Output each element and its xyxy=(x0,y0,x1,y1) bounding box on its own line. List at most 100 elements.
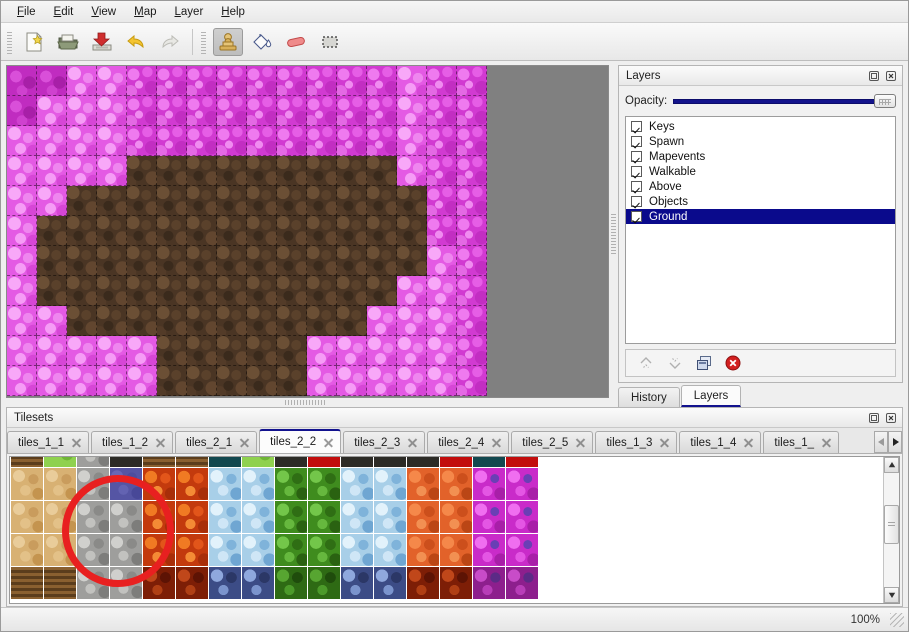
map-tile[interactable] xyxy=(457,156,487,186)
map-tile[interactable] xyxy=(157,186,187,216)
map-tile[interactable] xyxy=(247,66,277,96)
tile-swatch[interactable] xyxy=(407,468,440,501)
scroll-down-button[interactable] xyxy=(884,587,899,603)
tile-swatch[interactable] xyxy=(473,457,506,468)
map-tile[interactable] xyxy=(157,366,187,396)
map-tile[interactable] xyxy=(397,186,427,216)
map-tile[interactable] xyxy=(307,216,337,246)
tile-palette[interactable] xyxy=(9,456,900,604)
tools-grip[interactable] xyxy=(200,29,207,54)
map-tile[interactable] xyxy=(337,126,367,156)
tile-swatch[interactable] xyxy=(506,468,539,501)
map-tile[interactable] xyxy=(337,306,367,336)
tile-palette-scrollbar[interactable] xyxy=(883,457,899,603)
tile-swatch[interactable] xyxy=(473,501,506,534)
map-tile[interactable] xyxy=(247,366,277,396)
tile-swatch[interactable] xyxy=(341,457,374,468)
map-tile[interactable] xyxy=(127,276,157,306)
tile-swatch[interactable] xyxy=(440,534,473,567)
tile-swatch[interactable] xyxy=(143,501,176,534)
tile-swatch[interactable] xyxy=(44,567,77,600)
map-tile[interactable] xyxy=(367,96,397,126)
tile-swatch[interactable] xyxy=(11,567,44,600)
map-tile[interactable] xyxy=(97,96,127,126)
toolbar-grip[interactable] xyxy=(6,29,13,54)
layer-visibility-checkbox[interactable] xyxy=(631,166,642,177)
map-tile[interactable] xyxy=(157,336,187,366)
map-tile[interactable] xyxy=(367,66,397,96)
map-tile[interactable] xyxy=(397,336,427,366)
tile-swatch[interactable] xyxy=(209,567,242,600)
resize-grip-icon[interactable] xyxy=(890,612,904,627)
tile-swatch[interactable] xyxy=(275,501,308,534)
map-tile[interactable] xyxy=(67,96,97,126)
map-tile[interactable] xyxy=(307,156,337,186)
map-tile[interactable] xyxy=(67,186,97,216)
tile-swatch[interactable] xyxy=(473,534,506,567)
map-tile[interactable] xyxy=(37,186,67,216)
layer-visibility-checkbox[interactable] xyxy=(631,196,642,207)
map-tile[interactable] xyxy=(337,96,367,126)
tileset-tab-tiles_2_2[interactable]: tiles_2_2 xyxy=(259,429,342,453)
map-tile[interactable] xyxy=(97,126,127,156)
tileset-tab-tiles_2_4[interactable]: tiles_2_4 xyxy=(427,431,510,453)
tile-swatch[interactable] xyxy=(374,534,407,567)
map-tile[interactable] xyxy=(187,336,217,366)
tile-swatch[interactable] xyxy=(242,501,275,534)
map-tile[interactable] xyxy=(7,186,37,216)
close-tab-icon[interactable] xyxy=(491,437,502,448)
map-tile[interactable] xyxy=(127,96,157,126)
map-tile[interactable] xyxy=(427,336,457,366)
map-tile[interactable] xyxy=(187,306,217,336)
layer-item-above[interactable]: Above xyxy=(626,179,895,194)
map-tile[interactable] xyxy=(277,186,307,216)
map-tile[interactable] xyxy=(217,276,247,306)
duplicate-layer-button[interactable] xyxy=(692,352,716,374)
tile-swatch[interactable] xyxy=(506,501,539,534)
dock-tab-history[interactable]: History xyxy=(618,387,680,407)
close-tab-icon[interactable] xyxy=(71,437,82,448)
map-tile[interactable] xyxy=(217,216,247,246)
map-tile[interactable] xyxy=(7,156,37,186)
map-tile[interactable] xyxy=(247,126,277,156)
map-tile[interactable] xyxy=(217,96,247,126)
tile-swatch[interactable] xyxy=(308,457,341,468)
map-tile[interactable] xyxy=(337,66,367,96)
map-tile[interactable] xyxy=(457,366,487,396)
map-tile[interactable] xyxy=(37,246,67,276)
map-tile[interactable] xyxy=(277,246,307,276)
tileset-tab-tiles_1_[interactable]: tiles_1_ xyxy=(763,431,840,453)
map-tile[interactable] xyxy=(217,126,247,156)
map-tile[interactable] xyxy=(7,126,37,156)
map-tile[interactable] xyxy=(307,336,337,366)
map-tile[interactable] xyxy=(427,156,457,186)
tile-swatch[interactable] xyxy=(341,468,374,501)
layer-visibility-checkbox[interactable] xyxy=(631,181,642,192)
tile-swatch[interactable] xyxy=(110,501,143,534)
map-tile[interactable] xyxy=(67,336,97,366)
map-tile[interactable] xyxy=(97,186,127,216)
tile-swatch[interactable] xyxy=(11,457,44,468)
map-tile[interactable] xyxy=(157,216,187,246)
map-tile[interactable] xyxy=(7,66,37,96)
tileset-tab-tiles_1_4[interactable]: tiles_1_4 xyxy=(679,431,762,453)
map-tile[interactable] xyxy=(247,246,277,276)
opacity-slider[interactable] xyxy=(673,93,896,109)
tile-swatch[interactable] xyxy=(143,468,176,501)
map-tile[interactable] xyxy=(247,186,277,216)
map-tile[interactable] xyxy=(367,126,397,156)
map-tile[interactable] xyxy=(367,156,397,186)
map-tile[interactable] xyxy=(247,216,277,246)
tile-swatch[interactable] xyxy=(242,567,275,600)
map-tile[interactable] xyxy=(127,216,157,246)
tile-swatch[interactable] xyxy=(11,501,44,534)
map-tile[interactable] xyxy=(307,246,337,276)
menu-help[interactable]: Help xyxy=(212,3,254,21)
map-tile[interactable] xyxy=(397,366,427,396)
map-tile[interactable] xyxy=(337,156,367,186)
map-tile[interactable] xyxy=(187,366,217,396)
tile-swatch[interactable] xyxy=(209,501,242,534)
tile-swatch[interactable] xyxy=(110,534,143,567)
map-tile[interactable] xyxy=(187,246,217,276)
tile-swatch[interactable] xyxy=(176,468,209,501)
